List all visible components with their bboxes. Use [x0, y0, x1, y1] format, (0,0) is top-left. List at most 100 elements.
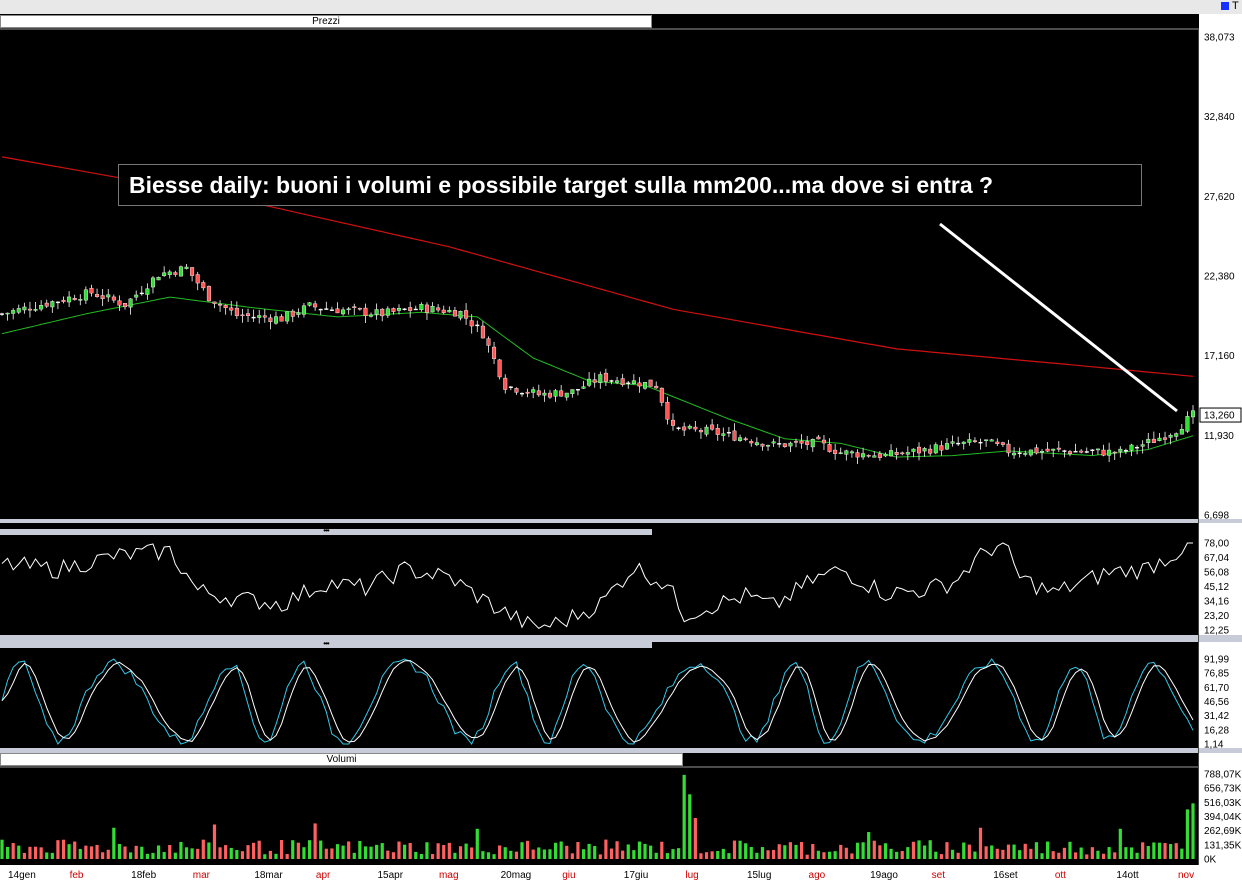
- candle-body: [978, 441, 983, 444]
- volume-bar: [123, 846, 127, 859]
- candle: [1062, 449, 1067, 458]
- volume-bar: [598, 854, 602, 859]
- candle-body: [1151, 438, 1156, 443]
- volume-bar: [704, 852, 709, 859]
- price-y-tick: 38,073: [1204, 33, 1235, 44]
- candle: [78, 294, 83, 306]
- volume-bar: [1073, 852, 1078, 859]
- candle: [777, 436, 782, 448]
- candle-body: [1174, 433, 1179, 437]
- volume-bar: [5, 846, 10, 859]
- candle: [861, 447, 866, 460]
- candle: [754, 437, 759, 447]
- trend-arrow-line: [939, 222, 1178, 413]
- candle-body: [492, 346, 497, 359]
- candle: [710, 419, 715, 431]
- candle: [950, 435, 955, 447]
- volume-bar: [134, 845, 138, 859]
- candle: [296, 308, 301, 318]
- candle-body: [240, 314, 245, 317]
- candle: [889, 444, 894, 457]
- candle-body: [357, 307, 362, 310]
- candle-body: [402, 308, 407, 311]
- volume-bar: [559, 841, 563, 859]
- candle-body: [698, 430, 703, 433]
- candle: [508, 386, 513, 391]
- candle: [1095, 448, 1100, 455]
- volume-bar: [833, 851, 837, 859]
- volume-bar: [699, 853, 703, 859]
- volume-bar: [654, 852, 658, 859]
- candle: [682, 422, 687, 436]
- candle-body: [39, 305, 44, 310]
- candle-body: [514, 388, 519, 393]
- candle: [1045, 442, 1050, 453]
- volume-bar: [229, 847, 233, 859]
- candle: [810, 438, 815, 452]
- candle: [424, 302, 429, 320]
- candle-body: [83, 289, 88, 301]
- volume-bar: [419, 853, 423, 859]
- candle: [1017, 447, 1022, 458]
- candle: [855, 449, 860, 464]
- volume-bar: [716, 851, 720, 859]
- candle-body: [413, 308, 418, 311]
- price-y-tick: 6,698: [1204, 511, 1229, 522]
- volume-bar: [872, 840, 876, 859]
- volume-bar: [643, 843, 647, 859]
- candle: [33, 302, 38, 312]
- candle-body: [1012, 452, 1017, 456]
- candle-body: [575, 389, 580, 391]
- volume-bar: [263, 854, 267, 859]
- vol-y-tick: 656,73K: [1204, 784, 1242, 795]
- osc2-panel-handle[interactable]: •••: [0, 640, 652, 648]
- candle: [357, 307, 362, 311]
- candle: [978, 438, 983, 450]
- volume-bar: [22, 852, 26, 859]
- volume-bar: [1101, 853, 1106, 859]
- candle-body: [665, 401, 670, 420]
- candle-body: [536, 390, 541, 396]
- candle-body: [1051, 448, 1056, 451]
- volume-bar: [632, 850, 636, 859]
- candle: [944, 438, 949, 451]
- volume-bar: [453, 852, 457, 859]
- candle-body: [201, 282, 206, 289]
- candle-body: [318, 308, 323, 311]
- candle: [229, 300, 234, 316]
- candle: [318, 308, 323, 315]
- volume-bar: [375, 844, 379, 859]
- volume-bar: [990, 845, 994, 859]
- volume-bar: [1018, 850, 1022, 859]
- candle: [838, 447, 843, 455]
- candle-body: [542, 392, 547, 396]
- candle-body: [436, 307, 441, 311]
- candle: [139, 286, 144, 296]
- candle: [195, 271, 200, 291]
- candle-body: [754, 442, 759, 446]
- candle-body: [939, 445, 944, 451]
- candle: [849, 450, 854, 458]
- volume-bar: [95, 844, 99, 859]
- volume-bar: [649, 845, 653, 859]
- volume-bar: [766, 850, 770, 859]
- volume-bar: [503, 847, 507, 859]
- candle-body: [246, 313, 251, 316]
- candle-body: [1023, 453, 1028, 455]
- osc1-panel-handle[interactable]: •••: [0, 527, 652, 535]
- candle-body: [419, 304, 424, 311]
- volume-bar: [1146, 846, 1150, 859]
- price-y-tick: 22,380: [1204, 272, 1235, 283]
- volume-bar: [1129, 847, 1134, 859]
- candle: [1040, 449, 1045, 460]
- volume-bar: [1141, 842, 1145, 859]
- candle: [575, 389, 580, 396]
- candle-body: [106, 294, 111, 298]
- candle-body: [341, 309, 346, 315]
- candle-body: [508, 386, 513, 388]
- candle-body: [777, 443, 782, 445]
- volume-bar: [710, 851, 714, 859]
- candle-body: [581, 386, 586, 389]
- candle: [218, 300, 223, 312]
- candle: [581, 380, 586, 390]
